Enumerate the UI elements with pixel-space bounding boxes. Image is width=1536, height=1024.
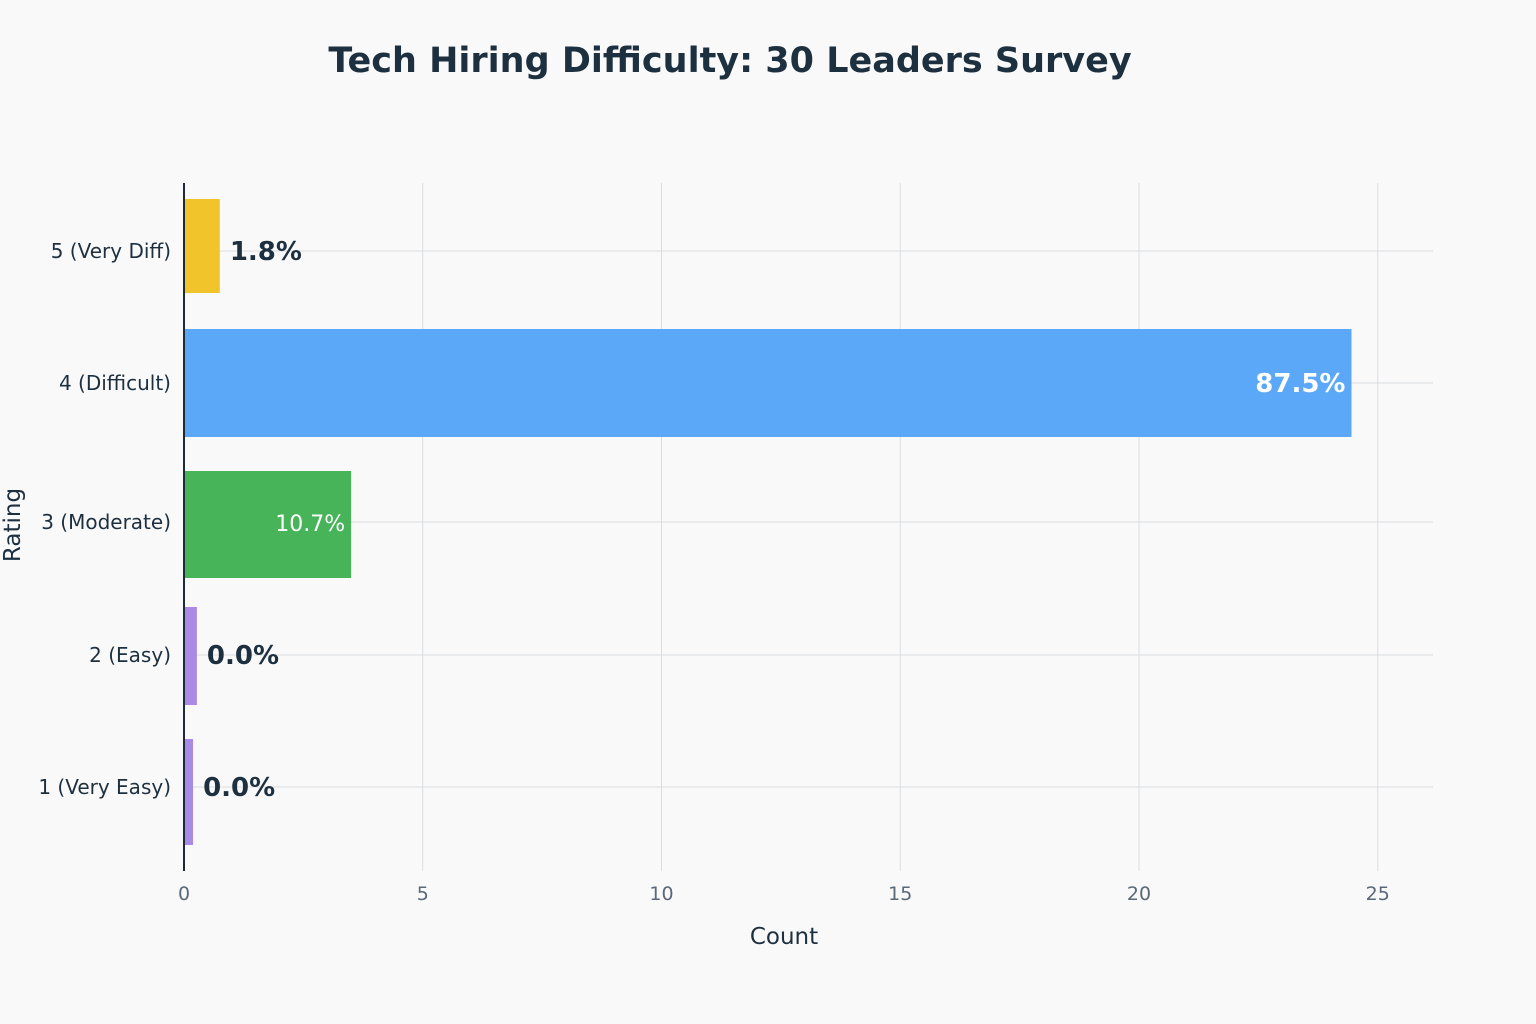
y-tick-labels: 5 (Very Diff) 4 (Difficult) 3 (Moderate) 2 …: [38, 239, 171, 799]
y-axis-label: Rating: [0, 488, 26, 562]
bar-5: [184, 199, 220, 293]
x-tick-labels: 0 5 10 15 20 25: [178, 883, 1390, 905]
x-axis-label: Count: [750, 924, 818, 950]
x-tick-label: 10: [649, 883, 673, 905]
data-label: 10.7%: [275, 512, 345, 537]
data-label: 0.0%: [203, 773, 275, 803]
category-label: 1 (Very Easy): [38, 775, 171, 799]
data-label: 0.0%: [207, 641, 279, 671]
category-label: 2 (Easy): [89, 643, 171, 667]
bar-4: [184, 329, 1352, 437]
x-tick-label: 25: [1366, 883, 1390, 905]
x-tick-label: 20: [1127, 883, 1151, 905]
data-label: 1.8%: [230, 237, 302, 267]
category-label: 5 (Very Diff): [51, 239, 171, 263]
category-label: 4 (Difficult): [59, 371, 171, 395]
x-tick-label: 15: [888, 883, 912, 905]
chart-title: Tech Hiring Difficulty: 30 Leaders Surve…: [328, 41, 1132, 81]
bar-1: [184, 739, 194, 845]
bar-2: [184, 607, 197, 705]
bars: 1.8% 87.5% 10.7% 0.0% 0.0%: [184, 199, 1352, 845]
category-label: 3 (Moderate): [41, 510, 171, 534]
x-tick-label: 0: [178, 883, 190, 905]
data-label: 87.5%: [1255, 369, 1345, 399]
x-tick-label: 5: [417, 883, 429, 905]
gridlines: [184, 183, 1433, 871]
bar-3: [184, 471, 352, 578]
